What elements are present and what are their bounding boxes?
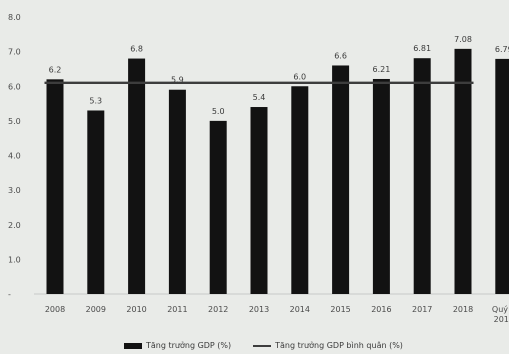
x-tick-label: Quý 1 bbox=[492, 305, 509, 314]
data-label: 6.21 bbox=[372, 65, 390, 74]
y-tick-label: 5.0 bbox=[8, 117, 21, 126]
x-tick-label: 2008 bbox=[45, 305, 65, 314]
x-tick-label: 2012 bbox=[208, 305, 228, 314]
data-label: 6.6 bbox=[334, 51, 347, 60]
y-tick-label: 2.0 bbox=[8, 221, 21, 230]
x-tick-label: 2016 bbox=[371, 305, 391, 314]
data-label: 6.0 bbox=[293, 72, 306, 81]
bar-2013 bbox=[250, 107, 268, 295]
x-axis: 2008 2009 2010 2011 2012 2013 2014 2015 2016 2017… bbox=[45, 305, 509, 324]
data-label: 5.0 bbox=[212, 107, 225, 116]
bars-group bbox=[46, 48, 509, 295]
legend-item-average-growth: Tăng trưởng GDP bình quân (%) bbox=[253, 341, 403, 350]
bar-2014 bbox=[291, 86, 309, 294]
x-tick-label: 2019 bbox=[494, 315, 509, 324]
data-label: 5.3 bbox=[89, 96, 102, 105]
x-tick-label: 2015 bbox=[330, 305, 350, 314]
bar-2011 bbox=[168, 89, 186, 295]
bar-2008 bbox=[46, 79, 64, 294]
x-tick-label: 2014 bbox=[290, 305, 310, 314]
x-tick-label: 2013 bbox=[249, 305, 269, 314]
bar-2016 bbox=[372, 78, 390, 294]
data-label: 6.8 bbox=[130, 45, 143, 54]
y-tick-label: 6.0 bbox=[8, 82, 21, 91]
y-tick-label: 1.0 bbox=[8, 255, 21, 264]
y-tick-label: 3.0 bbox=[8, 186, 21, 195]
y-tick-label: - bbox=[8, 290, 11, 299]
bar-2012 bbox=[209, 120, 227, 294]
x-tick-label: 2009 bbox=[86, 305, 106, 314]
legend-bar-swatch bbox=[124, 342, 142, 349]
bar-quý-1-2019 bbox=[495, 58, 509, 294]
data-label: 6.81 bbox=[413, 44, 431, 53]
y-axis: - 1.0 2.0 3.0 4.0 5.0 6.0 7.0 8.0 bbox=[8, 13, 21, 299]
x-tick-label: 2017 bbox=[412, 305, 432, 314]
x-tick-label: 2011 bbox=[167, 305, 187, 314]
data-label: 5.9 bbox=[171, 76, 184, 85]
bar-2018 bbox=[454, 48, 472, 295]
data-label: 7.08 bbox=[454, 35, 472, 44]
y-tick-label: 7.0 bbox=[8, 48, 21, 57]
bar-2010 bbox=[128, 58, 146, 294]
x-tick-label: 2018 bbox=[453, 305, 473, 314]
x-tick-label: 2010 bbox=[126, 305, 146, 314]
data-label: 6.2 bbox=[49, 65, 62, 74]
data-label: 6.79 bbox=[495, 45, 509, 54]
legend-label-average-growth: Tăng trưởng GDP bình quân (%) bbox=[275, 341, 403, 350]
legend: Tăng trưởng GDP (%) Tăng trưởng GDP bình… bbox=[124, 341, 403, 350]
legend-label-gdp-growth: Tăng trưởng GDP (%) bbox=[146, 341, 232, 350]
legend-line-swatch bbox=[253, 344, 272, 347]
bar-2017 bbox=[413, 58, 431, 294]
bar-2009 bbox=[87, 110, 105, 294]
y-tick-label: 8.0 bbox=[8, 13, 21, 22]
data-label: 5.4 bbox=[253, 93, 266, 102]
legend-item-gdp-growth: Tăng trưởng GDP (%) bbox=[124, 341, 231, 350]
y-tick-label: 4.0 bbox=[8, 152, 21, 161]
data-labels-group: 6.2 5.3 6.8 5.9 5.0 5.4 6.0 6.6 6.21 6.81 7.08 6.79 bbox=[49, 35, 509, 116]
bar-2015 bbox=[332, 65, 350, 294]
